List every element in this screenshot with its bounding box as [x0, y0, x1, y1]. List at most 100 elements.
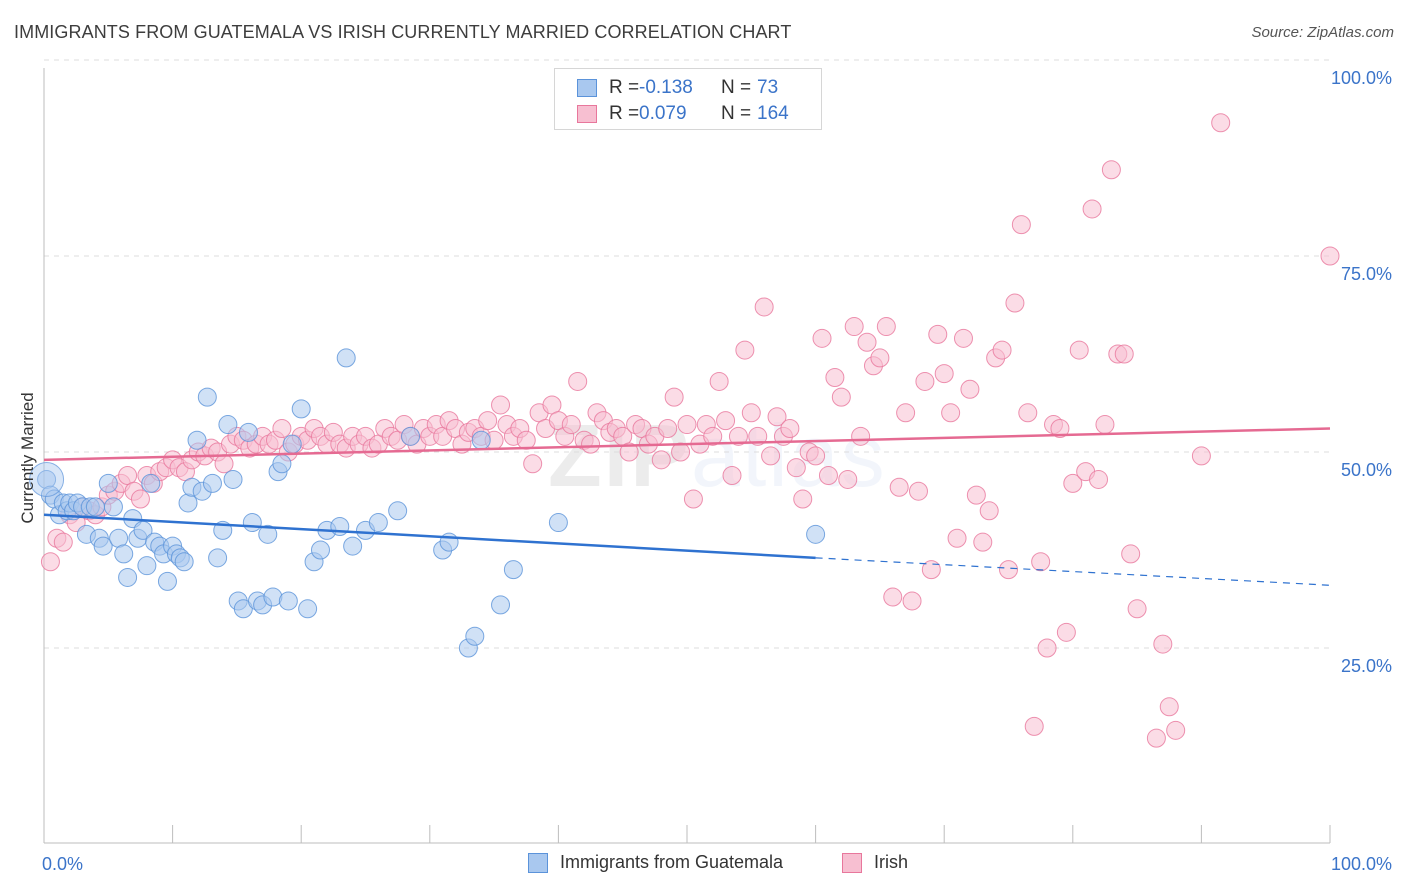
irish-point [1018, 403, 1038, 423]
guatemala-point [343, 536, 363, 556]
guatemala-point [103, 497, 123, 517]
guatemala-point [118, 567, 138, 587]
guatemala-point [85, 497, 105, 517]
irish-point [1101, 160, 1121, 180]
correlation-legend: R = -0.138 N = 73 R = 0.079 N = 164 [554, 68, 822, 130]
irish-legend-label: Irish [874, 852, 909, 872]
trend-lines [43, 427, 1331, 586]
guatemala-point [187, 430, 207, 450]
irish-point [728, 426, 748, 446]
guatemala-point [471, 430, 491, 450]
n-label: N = [721, 77, 752, 98]
irish-point [1005, 293, 1025, 313]
legend-row-guatemala: R = -0.138 N = 73 [577, 77, 778, 99]
legend-item-irish[interactable]: Irish [842, 852, 908, 873]
n-label: N = [721, 103, 752, 124]
guatemala-point [503, 560, 523, 580]
irish-series [40, 113, 1340, 748]
irish-point [716, 411, 736, 431]
irish-point [1159, 697, 1179, 717]
irish-point [928, 324, 948, 344]
irish-point [491, 395, 511, 415]
y-tick-label: 50.0% [1341, 460, 1392, 480]
irish-point [1082, 199, 1102, 219]
axes [43, 68, 1331, 844]
irish-point [1114, 344, 1134, 364]
irish-point [619, 442, 639, 462]
guatemala-point [93, 536, 113, 556]
irish-point [754, 297, 774, 317]
irish-point [1089, 469, 1109, 489]
irish-point [979, 501, 999, 521]
irish-point [683, 489, 703, 509]
legend-row-irish: R = 0.079 N = 164 [577, 103, 789, 125]
guatemala-point [238, 422, 258, 442]
guatemala-point [291, 399, 311, 419]
r-value-guatemala: -0.138 [639, 77, 693, 98]
irish-point [741, 403, 761, 423]
axis-labels: 25.0% 50.0% 75.0% 100.0% 0.0% 100.0% Currently… [18, 68, 1392, 874]
guatemala-point [98, 473, 118, 493]
irish-point [568, 371, 588, 391]
irish-point [934, 364, 954, 384]
irish-trend-line [43, 427, 1331, 462]
grid-lines [44, 59, 1330, 649]
irish-point [1031, 552, 1051, 572]
irish-point [1011, 215, 1031, 235]
guatemala-point [272, 454, 292, 474]
irish-point [677, 415, 697, 435]
irish-point [1056, 622, 1076, 642]
guatemala-point [336, 348, 356, 368]
guatemala-point [202, 473, 222, 493]
irish-point [651, 450, 671, 470]
guatemala-point [491, 595, 511, 615]
guatemala-point [310, 540, 330, 560]
irish-point [793, 489, 813, 509]
irish-point [966, 485, 986, 505]
irish-point [1069, 340, 1089, 360]
irish-point [214, 454, 234, 474]
irish-point [658, 418, 678, 438]
irish-point [1320, 246, 1340, 266]
legend-item-guatemala[interactable]: Immigrants from Guatemala [528, 852, 783, 873]
irish-point [1127, 599, 1147, 619]
irish-point [1095, 415, 1115, 435]
irish-point [908, 481, 928, 501]
y-axis-title: Currently Married [18, 392, 37, 523]
irish-point [844, 317, 864, 337]
guatemala-point [197, 387, 217, 407]
irish-point [806, 446, 826, 466]
guatemala-point [157, 571, 177, 591]
irish-point [870, 348, 890, 368]
irish-point [818, 466, 838, 486]
guatemala-point [388, 501, 408, 521]
guatemala-point [137, 556, 157, 576]
irish-point [838, 469, 858, 489]
irish-point [1153, 634, 1173, 654]
irish-point [902, 591, 922, 611]
irish-point [761, 446, 781, 466]
irish-point [1146, 728, 1166, 748]
irish-point [1063, 473, 1083, 493]
y-tick-label: 75.0% [1341, 264, 1392, 284]
series-legend: Immigrants from Guatemala Irish [0, 852, 1406, 878]
irish-point [921, 560, 941, 580]
irish-point [767, 407, 787, 427]
r-label: R = [609, 103, 640, 124]
irish-point [1050, 418, 1070, 438]
irish-point [786, 458, 806, 478]
irish-point [780, 418, 800, 438]
guatemala-point [114, 544, 134, 564]
irish-point [53, 532, 73, 552]
guatemala-point [465, 626, 485, 646]
irish-point [857, 332, 877, 352]
irish-point [889, 477, 909, 497]
irish-point [516, 430, 536, 450]
irish-point [999, 560, 1018, 580]
irish-point [1024, 716, 1044, 736]
irish-point [722, 466, 742, 486]
x-tick-label-max: 100.0% [1331, 854, 1392, 874]
irish-point [941, 403, 961, 423]
guatemala-point [242, 513, 262, 533]
